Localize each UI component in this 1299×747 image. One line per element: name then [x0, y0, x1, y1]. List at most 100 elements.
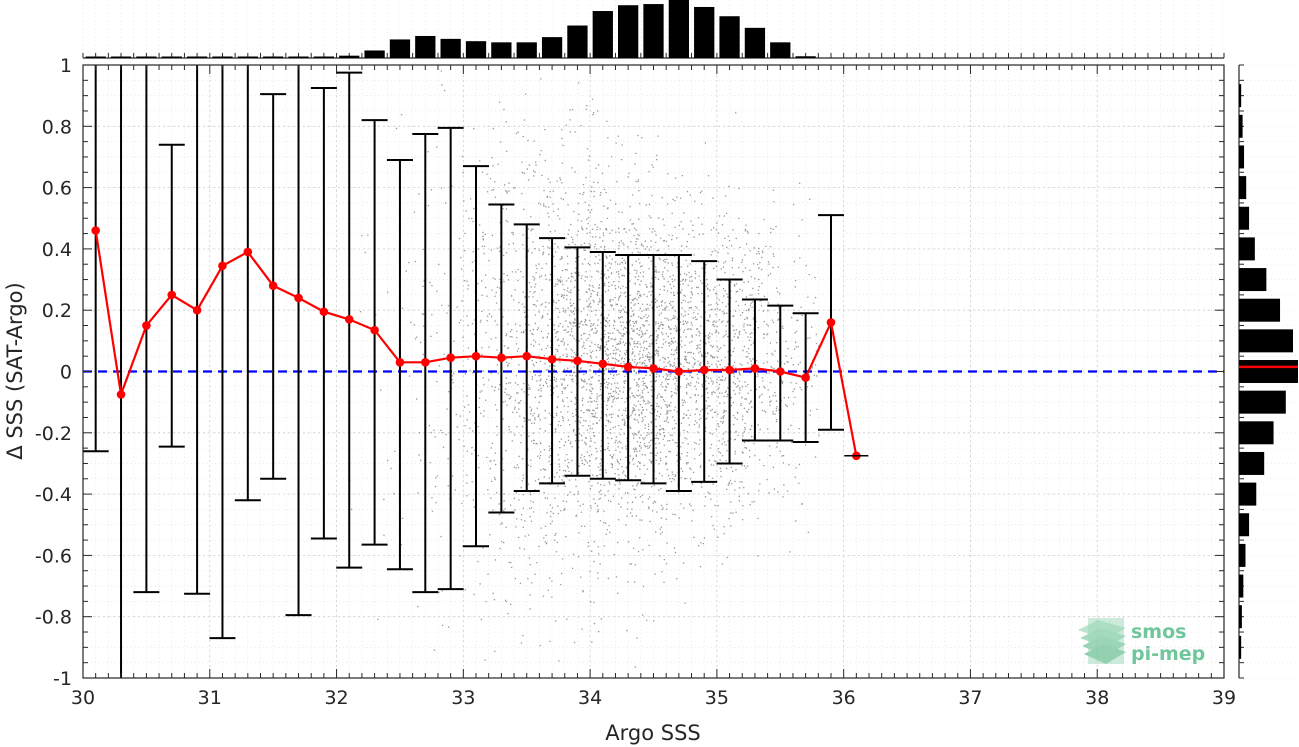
mean-point	[142, 321, 151, 330]
y-tick-label: 0.2	[42, 300, 72, 322]
mean-point	[344, 315, 354, 324]
top-hist-bar	[719, 16, 740, 59]
right-hist-bar	[1239, 329, 1293, 353]
mean-points	[91, 226, 869, 461]
right-hist-bar	[1239, 176, 1247, 200]
y-axis-label: Δ SSS (SAT-Argo)	[3, 282, 27, 459]
right-hist-bar	[1239, 360, 1298, 383]
mean-point	[547, 354, 557, 364]
mean-point	[294, 293, 303, 303]
x-tick-label: 39	[1212, 687, 1236, 709]
top-hist-bar	[592, 11, 613, 58]
x-tick-label: 34	[578, 687, 602, 709]
y-tick-label: -1	[53, 668, 72, 690]
mean-point	[725, 365, 734, 375]
top-hist-bar	[339, 55, 360, 58]
error-bar	[209, 65, 236, 640]
x-tick-label: 30	[71, 687, 95, 709]
mean-point	[522, 351, 532, 361]
logo-text-smos: smos	[1131, 621, 1186, 643]
mean-point	[699, 365, 709, 375]
x-tick-label: 35	[705, 687, 729, 709]
right-hist-bar	[1239, 145, 1245, 169]
top-hist-bar	[85, 56, 106, 58]
x-tick-label: 32	[324, 687, 348, 709]
right-hist-bar	[1239, 114, 1243, 138]
top-hist-bar	[136, 56, 157, 58]
right-hist-bar	[1239, 635, 1242, 659]
mean-point	[775, 367, 785, 376]
top-hist-bar	[237, 56, 258, 58]
main-plot	[82, 64, 1225, 679]
right-hist-bar	[1239, 237, 1255, 261]
x-tick-label: 31	[198, 687, 222, 709]
mean-point	[674, 367, 684, 376]
top-histogram	[82, 0, 1225, 59]
mean-point	[370, 325, 379, 335]
mean-point	[192, 305, 202, 315]
mean-point	[167, 290, 177, 300]
right-hist-bar	[1239, 482, 1257, 506]
error-bar	[82, 65, 109, 453]
logo-layers-icon	[1078, 618, 1126, 664]
y-tick-label: -0.2	[35, 423, 72, 445]
right-hist-bar	[1239, 84, 1242, 108]
mean-point	[446, 353, 455, 363]
top-hist-bar	[744, 27, 766, 58]
top-hist-bar	[516, 42, 537, 58]
mean-point	[268, 281, 278, 290]
right-hist-bar	[1239, 513, 1250, 537]
logo-text-pi-mep: pi-mep	[1131, 643, 1205, 665]
top-hist-bar	[668, 0, 689, 58]
error-bar	[234, 65, 261, 502]
top-hist-bar	[364, 50, 385, 58]
y-tick-label: 0.6	[42, 178, 72, 200]
right-hist-bar	[1239, 543, 1246, 567]
top-hist-bar	[212, 56, 233, 58]
right-hist-bar	[1239, 390, 1286, 414]
mean-point	[649, 364, 658, 373]
top-hist-bar	[618, 5, 639, 58]
right-hist-bar	[1239, 451, 1265, 475]
mean-point	[801, 373, 810, 382]
mean-point	[91, 226, 100, 235]
right-histogram	[1238, 64, 1299, 679]
top-hist-bar	[186, 56, 208, 58]
mean-point	[319, 307, 329, 317]
mean-point	[421, 358, 430, 367]
x-tick-label: 37	[958, 687, 982, 709]
y-tick-label: -0.4	[35, 484, 72, 506]
top-hist-bar	[440, 38, 461, 58]
mean-point	[471, 351, 481, 361]
mean-point	[750, 364, 760, 373]
right-hist-bar	[1239, 421, 1274, 445]
top-hist-bar	[110, 56, 132, 58]
top-hist-bar	[795, 56, 816, 58]
top-hist-bar	[491, 42, 512, 58]
top-hist-bar	[389, 39, 411, 58]
top-hist-bar	[567, 25, 588, 58]
top-hist-bar	[465, 41, 487, 58]
top-hist-bar	[694, 6, 715, 59]
top-hist-bar	[263, 56, 284, 58]
mean-point	[218, 261, 227, 271]
y-tick-label: 1	[60, 55, 72, 77]
mean-point	[623, 362, 633, 372]
top-hist-bar	[415, 35, 436, 58]
mean-point	[395, 358, 405, 367]
top-hist-bar	[643, 4, 664, 58]
mean-point	[116, 390, 126, 399]
y-tick-labels: 1 0.8 0.6 0.4 0.2 0 -0.2 -0.4 -0.6 -0.8 -1	[35, 55, 72, 690]
y-tick-label: -0.6	[35, 545, 72, 567]
top-hist-bar	[313, 56, 335, 58]
x-tick-label: 36	[832, 687, 856, 709]
mean-point	[598, 359, 608, 369]
right-hist-bar	[1239, 605, 1242, 629]
top-hist-bar	[288, 56, 309, 58]
error-bar	[184, 65, 211, 595]
right-hist-bar	[1239, 206, 1250, 230]
x-tick-label: 38	[1085, 687, 1109, 709]
mean-point	[573, 356, 582, 366]
y-tick-label: 0.4	[42, 239, 72, 261]
